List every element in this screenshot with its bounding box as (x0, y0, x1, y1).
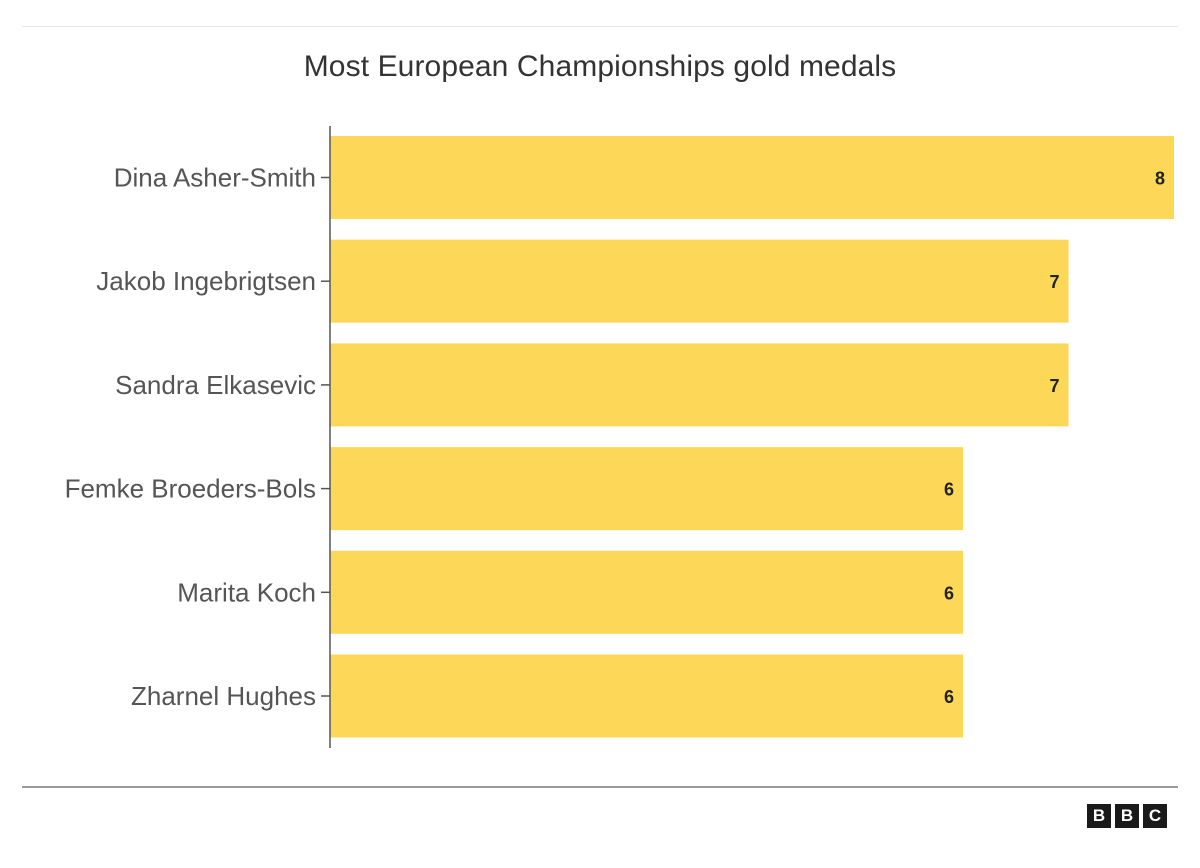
data-label-3: 6 (944, 480, 954, 500)
y-tick-label-4: Marita Koch (177, 577, 316, 607)
bar-3 (330, 447, 963, 531)
bar-4 (330, 550, 963, 634)
bar-1 (330, 239, 1069, 323)
y-tick-label-5: Zharnel Hughes (131, 681, 316, 711)
bottom-divider (22, 786, 1178, 788)
data-label-5: 6 (944, 687, 954, 707)
y-tick-label-3: Femke Broeders-Bols (65, 474, 316, 504)
logo-letter-b1: B (1087, 804, 1111, 828)
data-label-2: 7 (1049, 376, 1059, 396)
top-divider (22, 26, 1178, 27)
data-label-4: 6 (944, 583, 954, 603)
bbc-logo: B B C (1087, 804, 1167, 828)
bar-0 (330, 136, 1174, 219)
logo-letter-b2: B (1115, 804, 1139, 828)
y-tick-label-1: Jakob Ingebrigtsen (96, 266, 316, 296)
logo-letter-c: C (1143, 804, 1167, 828)
bar-5 (330, 654, 963, 738)
y-tick-label-0: Dina Asher-Smith (114, 163, 316, 193)
data-label-1: 7 (1049, 272, 1059, 292)
bar-2 (330, 343, 1069, 427)
chart-title: Most European Championships gold medals (303, 50, 897, 83)
data-label-0: 8 (1155, 169, 1165, 189)
y-tick-label-2: Sandra Elkasevic (115, 370, 316, 400)
